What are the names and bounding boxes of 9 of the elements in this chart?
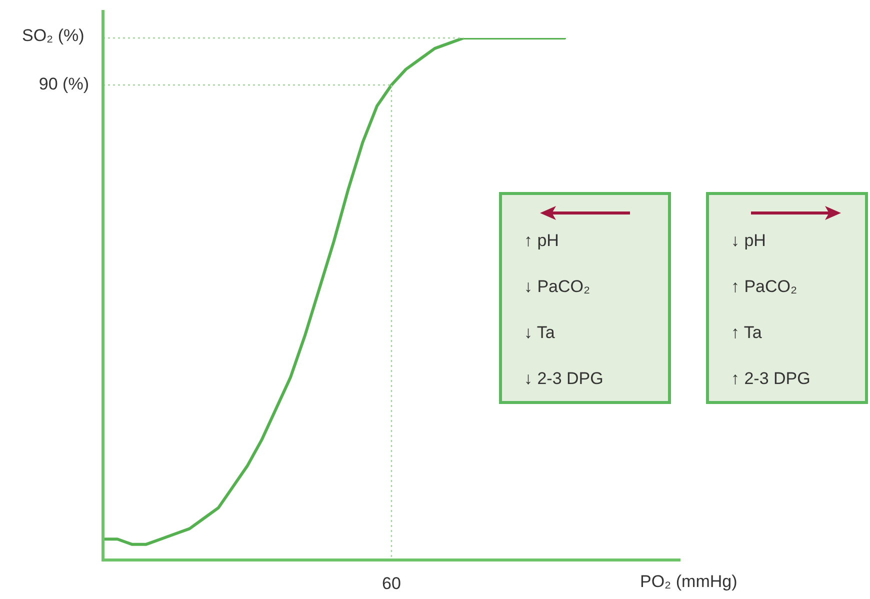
annotation: ↓ 2-3 DPG <box>524 369 604 389</box>
text: 60 <box>382 574 401 594</box>
text: 90 (%) <box>38 74 89 94</box>
annotation: ↓ Ta <box>524 323 555 343</box>
annotation: ↓ PaCO₂ <box>524 277 590 297</box>
y-axis-title: SO₂ (%) <box>22 26 84 46</box>
text-box: ↓ pH ↑ PaCO₂ ↑ Ta ↑ 2-3 DPG <box>706 192 868 404</box>
x-axis-title: PO₂ (mmHg) <box>640 572 738 592</box>
annotation: ↑ pH <box>524 231 559 251</box>
